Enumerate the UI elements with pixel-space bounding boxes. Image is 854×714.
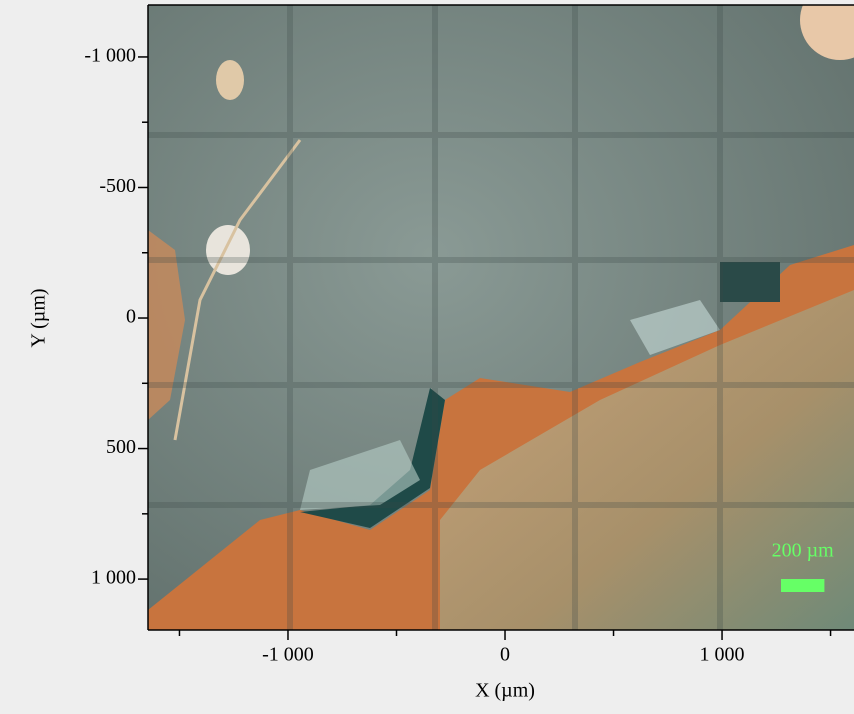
scale-bar-label: 200 µm <box>772 540 835 562</box>
scale-bar <box>781 579 824 592</box>
y-axis-label: Y (µm) <box>28 288 50 347</box>
y-tick-label: -500 <box>99 175 136 197</box>
micrograph <box>148 0 854 630</box>
x-tick-label: -1 000 <box>262 644 314 666</box>
y-tick-label: -1 000 <box>84 45 136 67</box>
x-axis-label: X (µm) <box>475 680 535 702</box>
x-tick-label: 0 <box>500 644 510 666</box>
y-tick-label: 500 <box>106 436 136 458</box>
y-tick-label: 1 000 <box>91 567 136 589</box>
x-tick-label: 1 000 <box>700 644 745 666</box>
chart: X (µm) Y (µm) -1 000 0 1 000 -1 000 -500 0 500… <box>0 0 854 714</box>
y-tick-label: 0 <box>126 306 136 328</box>
